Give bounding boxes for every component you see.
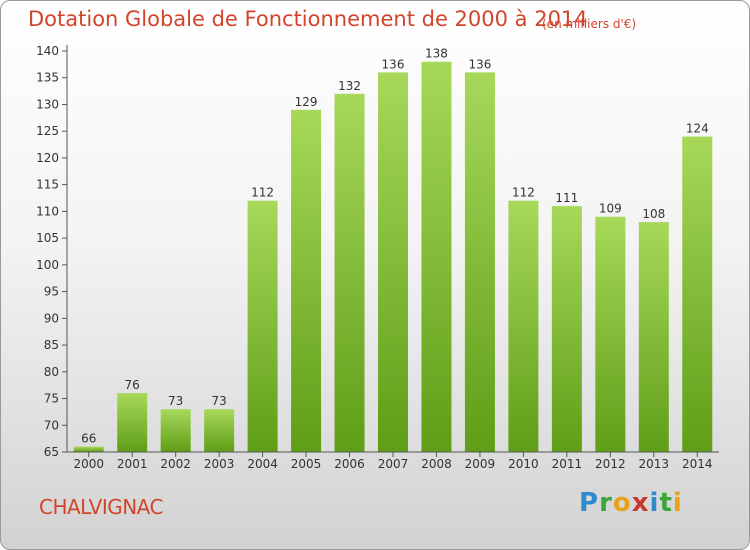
x-tick-label-2003: 2003 bbox=[204, 457, 235, 471]
x-tick-label-2006: 2006 bbox=[334, 457, 365, 471]
commune-name: CHALVIGNAC bbox=[39, 495, 163, 519]
bar-2010 bbox=[508, 200, 539, 452]
x-tick-label-2010: 2010 bbox=[508, 457, 539, 471]
y-tick-label: 80 bbox=[44, 365, 59, 379]
data-label-2009: 136 bbox=[468, 57, 491, 71]
data-label-2002: 73 bbox=[168, 394, 183, 408]
y-tick-label: 70 bbox=[44, 418, 59, 432]
bar-2004 bbox=[247, 200, 278, 452]
data-label-2014: 124 bbox=[686, 122, 709, 136]
data-label-2001: 76 bbox=[125, 378, 140, 392]
bar-2012 bbox=[595, 216, 626, 452]
x-axis: 2000 2001 2002 2003 2004 2005 2006 2007 2008 2009… bbox=[67, 451, 719, 471]
x-tick-label-2001: 2001 bbox=[117, 457, 148, 471]
data-label-2003: 73 bbox=[211, 394, 226, 408]
y-tick-label: 120 bbox=[36, 151, 59, 165]
bar-2002 bbox=[160, 409, 191, 452]
y-tick-label: 110 bbox=[36, 204, 59, 218]
bar-2001 bbox=[117, 393, 148, 452]
y-tick-label: 115 bbox=[36, 178, 59, 192]
bar-2006 bbox=[334, 93, 365, 453]
y-tick-label: 140 bbox=[36, 44, 59, 58]
chart-subtitle: (en milliers d'€) bbox=[542, 17, 637, 31]
data-label-2000: 66 bbox=[81, 432, 96, 446]
y-tick-label: 65 bbox=[44, 445, 59, 459]
x-tick-label-2013: 2013 bbox=[639, 457, 670, 471]
x-tick-label-2004: 2004 bbox=[247, 457, 278, 471]
chart-title: Dotation Globale de Fonctionnement de 20… bbox=[28, 7, 588, 31]
data-label-2005: 129 bbox=[295, 95, 318, 109]
y-tick-label: 125 bbox=[36, 124, 59, 138]
bar-2009 bbox=[464, 72, 495, 453]
bar-2003 bbox=[204, 409, 235, 452]
data-label-2010: 112 bbox=[512, 186, 535, 200]
x-tick-label-2012: 2012 bbox=[595, 457, 626, 471]
x-tick-label-2000: 2000 bbox=[73, 457, 104, 471]
x-tick-label-2002: 2002 bbox=[160, 457, 191, 471]
bar-2014 bbox=[682, 136, 713, 452]
y-tick-label: 85 bbox=[44, 338, 59, 352]
y-tick-label: 135 bbox=[36, 71, 59, 85]
y-tick-label: 95 bbox=[44, 285, 59, 299]
proxiti-logo: Proxiti bbox=[579, 488, 683, 518]
bars-group: 66 76 73 73 112 129 132 136 138 136 112 111 109 108 12… bbox=[73, 47, 713, 453]
x-tick-label-2011: 2011 bbox=[552, 457, 583, 471]
data-label-2004: 112 bbox=[251, 186, 274, 200]
bar-2013 bbox=[638, 222, 669, 452]
bar-2007 bbox=[378, 72, 408, 453]
x-tick-label-2014: 2014 bbox=[682, 457, 713, 471]
y-tick-label: 130 bbox=[36, 97, 59, 111]
data-label-2008: 138 bbox=[425, 47, 448, 61]
y-tick-label: 90 bbox=[44, 311, 59, 325]
bar-2008 bbox=[421, 61, 452, 453]
data-label-2006: 132 bbox=[338, 79, 361, 93]
data-label-2011: 111 bbox=[555, 191, 578, 205]
bar-2000 bbox=[73, 446, 104, 452]
y-tick-label: 100 bbox=[36, 258, 59, 272]
y-tick-label: 105 bbox=[36, 231, 59, 245]
x-tick-label-2008: 2008 bbox=[421, 457, 452, 471]
data-label-2012: 109 bbox=[599, 202, 622, 216]
x-tick-label-2005: 2005 bbox=[291, 457, 322, 471]
data-label-2007: 136 bbox=[382, 57, 405, 71]
x-tick-label-2009: 2009 bbox=[465, 457, 496, 471]
bar-2011 bbox=[551, 206, 582, 452]
y-axis: 65 70 75 80 85 90 95 100 105 110 115 120 125 130 135 14… bbox=[36, 44, 68, 459]
bar-2005 bbox=[291, 109, 322, 453]
data-label-2013: 108 bbox=[642, 207, 665, 221]
y-tick-label: 75 bbox=[44, 392, 59, 406]
x-tick-label-2007: 2007 bbox=[378, 457, 409, 471]
